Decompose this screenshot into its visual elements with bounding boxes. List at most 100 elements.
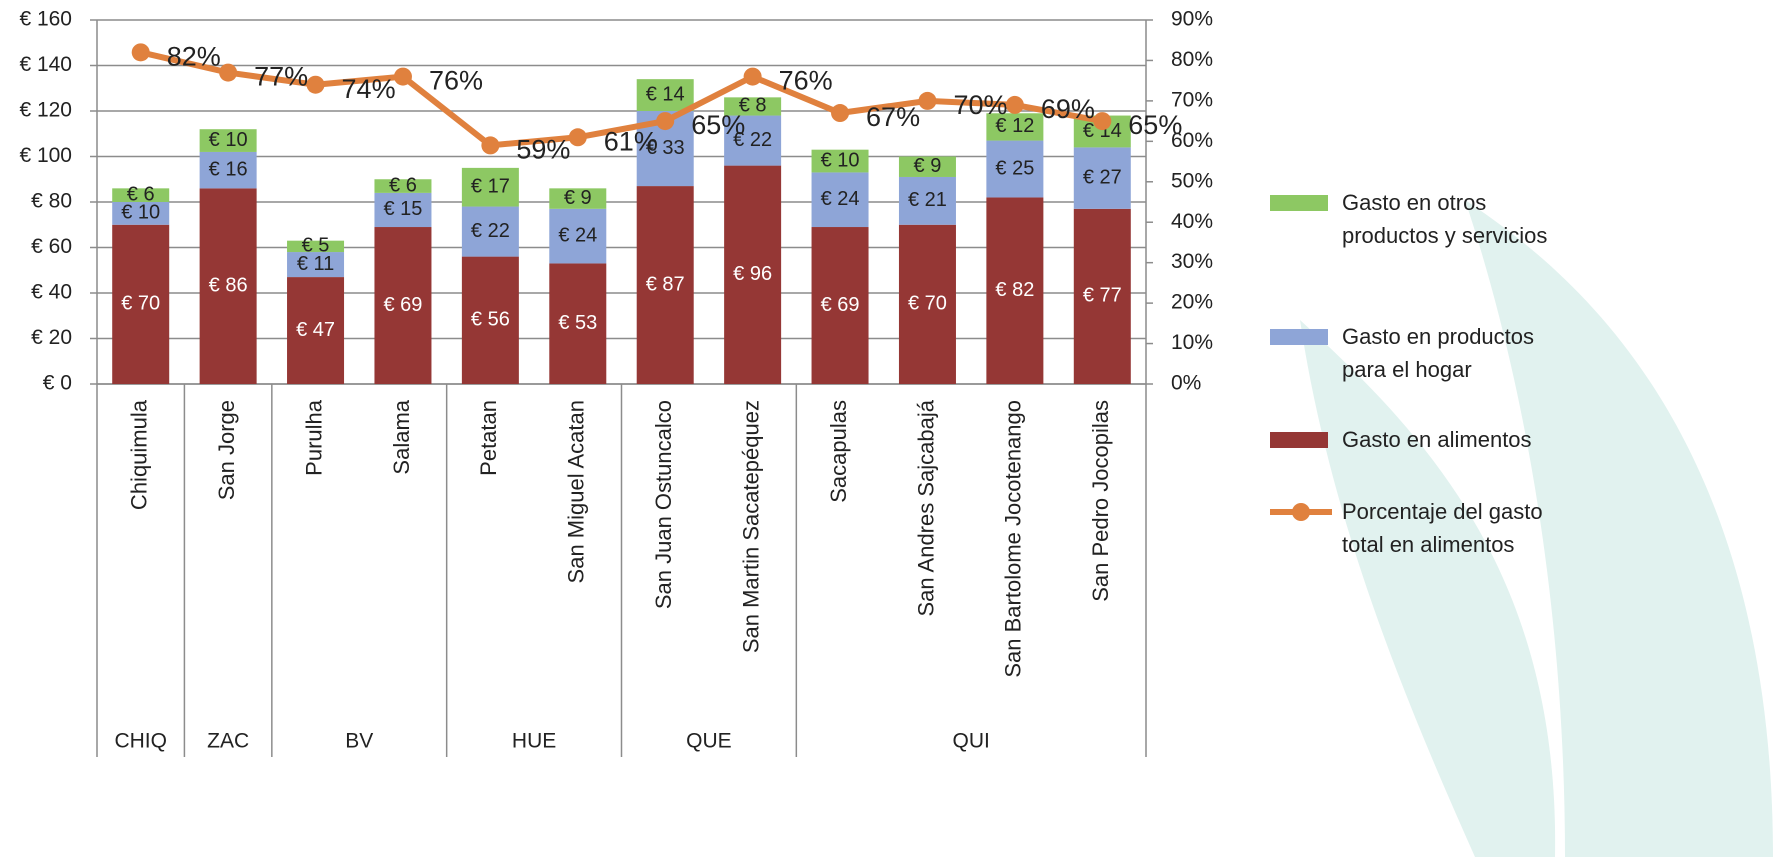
- bar-segment: [374, 227, 432, 384]
- line-point: [131, 43, 150, 62]
- bar-value-label: € 77: [1083, 285, 1122, 307]
- x-tick-label: Purulha: [301, 399, 326, 476]
- bar-segment: [811, 172, 869, 228]
- bar-value-label: € 22: [733, 129, 772, 151]
- y-tick-label: € 0: [43, 372, 72, 395]
- bar-value-label: € 70: [121, 293, 160, 315]
- legend-key: [1270, 320, 1332, 354]
- bar-value-label: € 6: [127, 183, 155, 205]
- bar-segment: [986, 140, 1044, 198]
- legend-item: Porcentaje del gasto total en alimentos: [1270, 495, 1570, 561]
- bar-value-label: € 14: [646, 83, 685, 105]
- bar-segment: [287, 277, 345, 384]
- x-tick-label: San Pedro Jocopilas: [1088, 400, 1113, 602]
- y-tick-label: € 160: [19, 8, 72, 31]
- group-label: HUE: [512, 730, 556, 753]
- bar-value-label: € 17: [471, 175, 510, 197]
- bar-segment: [724, 115, 782, 166]
- bar-value-label: € 96: [733, 263, 772, 285]
- bar-segment: [549, 263, 607, 384]
- bar-value-label: € 70: [908, 293, 947, 315]
- group-label: QUI: [952, 730, 989, 753]
- line-value-label: 77%: [254, 62, 308, 92]
- bar-segment: [112, 224, 170, 384]
- y-tick-label: € 40: [31, 281, 72, 304]
- bar-value-label: € 69: [383, 294, 422, 316]
- legend-swatch: [1270, 432, 1328, 448]
- bar-value-label: € 86: [209, 274, 248, 296]
- bar-value-label: € 12: [995, 115, 1034, 137]
- bar-value-label: € 87: [646, 273, 685, 295]
- bar-segment: [287, 252, 345, 278]
- line-point: [831, 104, 850, 123]
- bar-value-label: € 8: [739, 95, 767, 117]
- legend-key: [1270, 186, 1332, 220]
- bar-value-label: € 53: [558, 312, 597, 334]
- line: [140, 49, 1103, 149]
- bar-segment: [724, 97, 782, 116]
- bar-segment: [898, 176, 956, 225]
- legend-key: [1270, 423, 1332, 457]
- legend-marker: [1292, 503, 1310, 521]
- bar-segment: [811, 227, 869, 384]
- line-point: [393, 67, 412, 86]
- x-tick-label: San Jorge: [214, 400, 239, 500]
- legend-item: Gasto en otros productos y servicios: [1270, 186, 1570, 252]
- legend-label: Gasto en productos para el hogar: [1342, 324, 1535, 382]
- bar-value-label: € 11: [297, 253, 334, 275]
- bar-segment: [636, 79, 694, 111]
- line-point: [306, 75, 325, 94]
- bar-value-label: € 27: [1083, 166, 1122, 188]
- line-value-label: 82%: [167, 41, 221, 71]
- bar-segment: [811, 149, 869, 173]
- legend-line: [1270, 503, 1332, 521]
- bar-value-label: € 24: [558, 224, 597, 246]
- line-value-label: 76%: [429, 66, 483, 96]
- y-tick-label: € 80: [31, 190, 72, 213]
- line-value-label: 65%: [691, 110, 745, 140]
- bar-value-label: € 9: [564, 187, 592, 209]
- bar-segment: [287, 240, 345, 253]
- bar-segment: [549, 188, 607, 209]
- line-point: [918, 91, 937, 110]
- line-value-label: 65%: [1128, 110, 1182, 140]
- y2-tick-label: 70%: [1171, 88, 1213, 111]
- bar-value-label: € 5: [302, 235, 330, 257]
- bar-segment: [636, 186, 694, 384]
- legend-key: [1270, 495, 1332, 529]
- legend-swatch: [1270, 329, 1328, 345]
- y2-tick-label: 0%: [1171, 372, 1201, 395]
- bar-segment: [549, 208, 607, 264]
- bar-segment: [461, 206, 519, 257]
- line-point: [481, 136, 500, 155]
- y-tick-label: € 100: [19, 144, 72, 167]
- bar-value-label: € 9: [914, 155, 942, 177]
- bar-value-label: € 16: [209, 158, 248, 180]
- bar-segment: [461, 256, 519, 384]
- bar-value-label: € 14: [1083, 120, 1122, 142]
- y-tick-label: € 60: [31, 235, 72, 258]
- y2-tick-label: 50%: [1171, 169, 1213, 192]
- bar-segment: [112, 188, 170, 202]
- line-value-label: 69%: [1041, 94, 1095, 124]
- legend-item: Gasto en alimentos: [1270, 423, 1570, 457]
- bar-value-label: € 82: [995, 279, 1034, 301]
- line-value-label: 67%: [866, 102, 920, 132]
- decoration-leaf: [1300, 320, 1556, 857]
- legend-label: Gasto en otros productos y servicios: [1342, 190, 1548, 248]
- plot-area: € 0 € 20 € 40 € 60 € 80 € 100 € 120 € 140 € 160 0…: [19, 8, 1213, 757]
- y-tick-label: € 20: [31, 326, 72, 349]
- line-point: [1093, 112, 1112, 131]
- x-tick-label: San Bartolome Jocotenango: [1001, 400, 1026, 678]
- y2-tick-label: 40%: [1171, 210, 1213, 233]
- bar-segment: [461, 167, 519, 207]
- bar-value-label: € 69: [821, 294, 860, 316]
- bar-segment: [199, 129, 257, 152]
- bar-segment: [986, 113, 1044, 141]
- group-label: ZAC: [207, 730, 249, 753]
- bar-value-label: € 22: [471, 220, 510, 242]
- group-label: BV: [345, 730, 373, 753]
- bar-segment: [1073, 147, 1131, 209]
- bar-segment: [898, 224, 956, 384]
